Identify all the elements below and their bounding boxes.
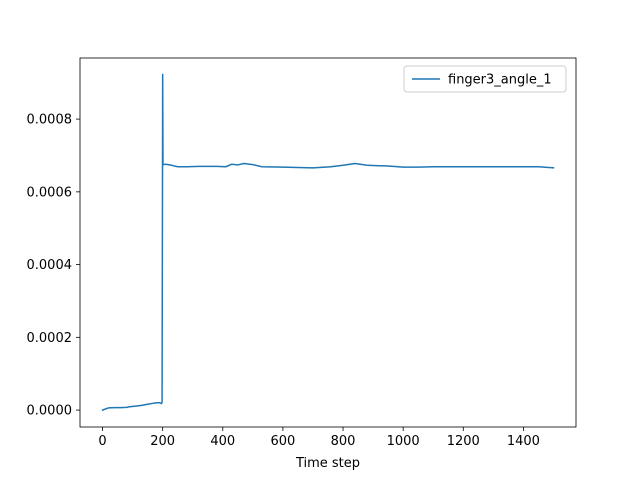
x-tick-label: 1400 [507,434,540,449]
y-tick-label: 0.0004 [27,258,73,273]
axes [79,57,577,428]
y-tick-label: 0.0006 [27,185,73,200]
x-tick-label: 400 [210,434,235,449]
y-tick-label: 0.0002 [27,331,73,346]
ticks: 0 200 400 600 800 1000 1200 1400 0.0000 0.0002 0.0… [27,113,540,449]
x-tick-label: 600 [270,434,295,449]
y-tick-label: 0.0008 [27,113,73,128]
plot-area [101,73,555,412]
y-tick-label: 0.0000 [27,404,73,419]
legend-box [403,65,567,93]
x-axis-label: Time step [295,456,360,471]
legend-entry-label: finger3_angle_1 [448,73,552,88]
x-tick-label: 1000 [387,434,420,449]
axes-frame [79,57,577,428]
legend: finger3_angle_1 [403,65,567,93]
x-tick-label: 1200 [447,434,480,449]
x-tick-label: 0 [98,434,106,449]
series-line-finger3_angle_1 [101,73,555,412]
x-tick-label: 200 [150,434,175,449]
x-tick-label: 800 [331,434,356,449]
